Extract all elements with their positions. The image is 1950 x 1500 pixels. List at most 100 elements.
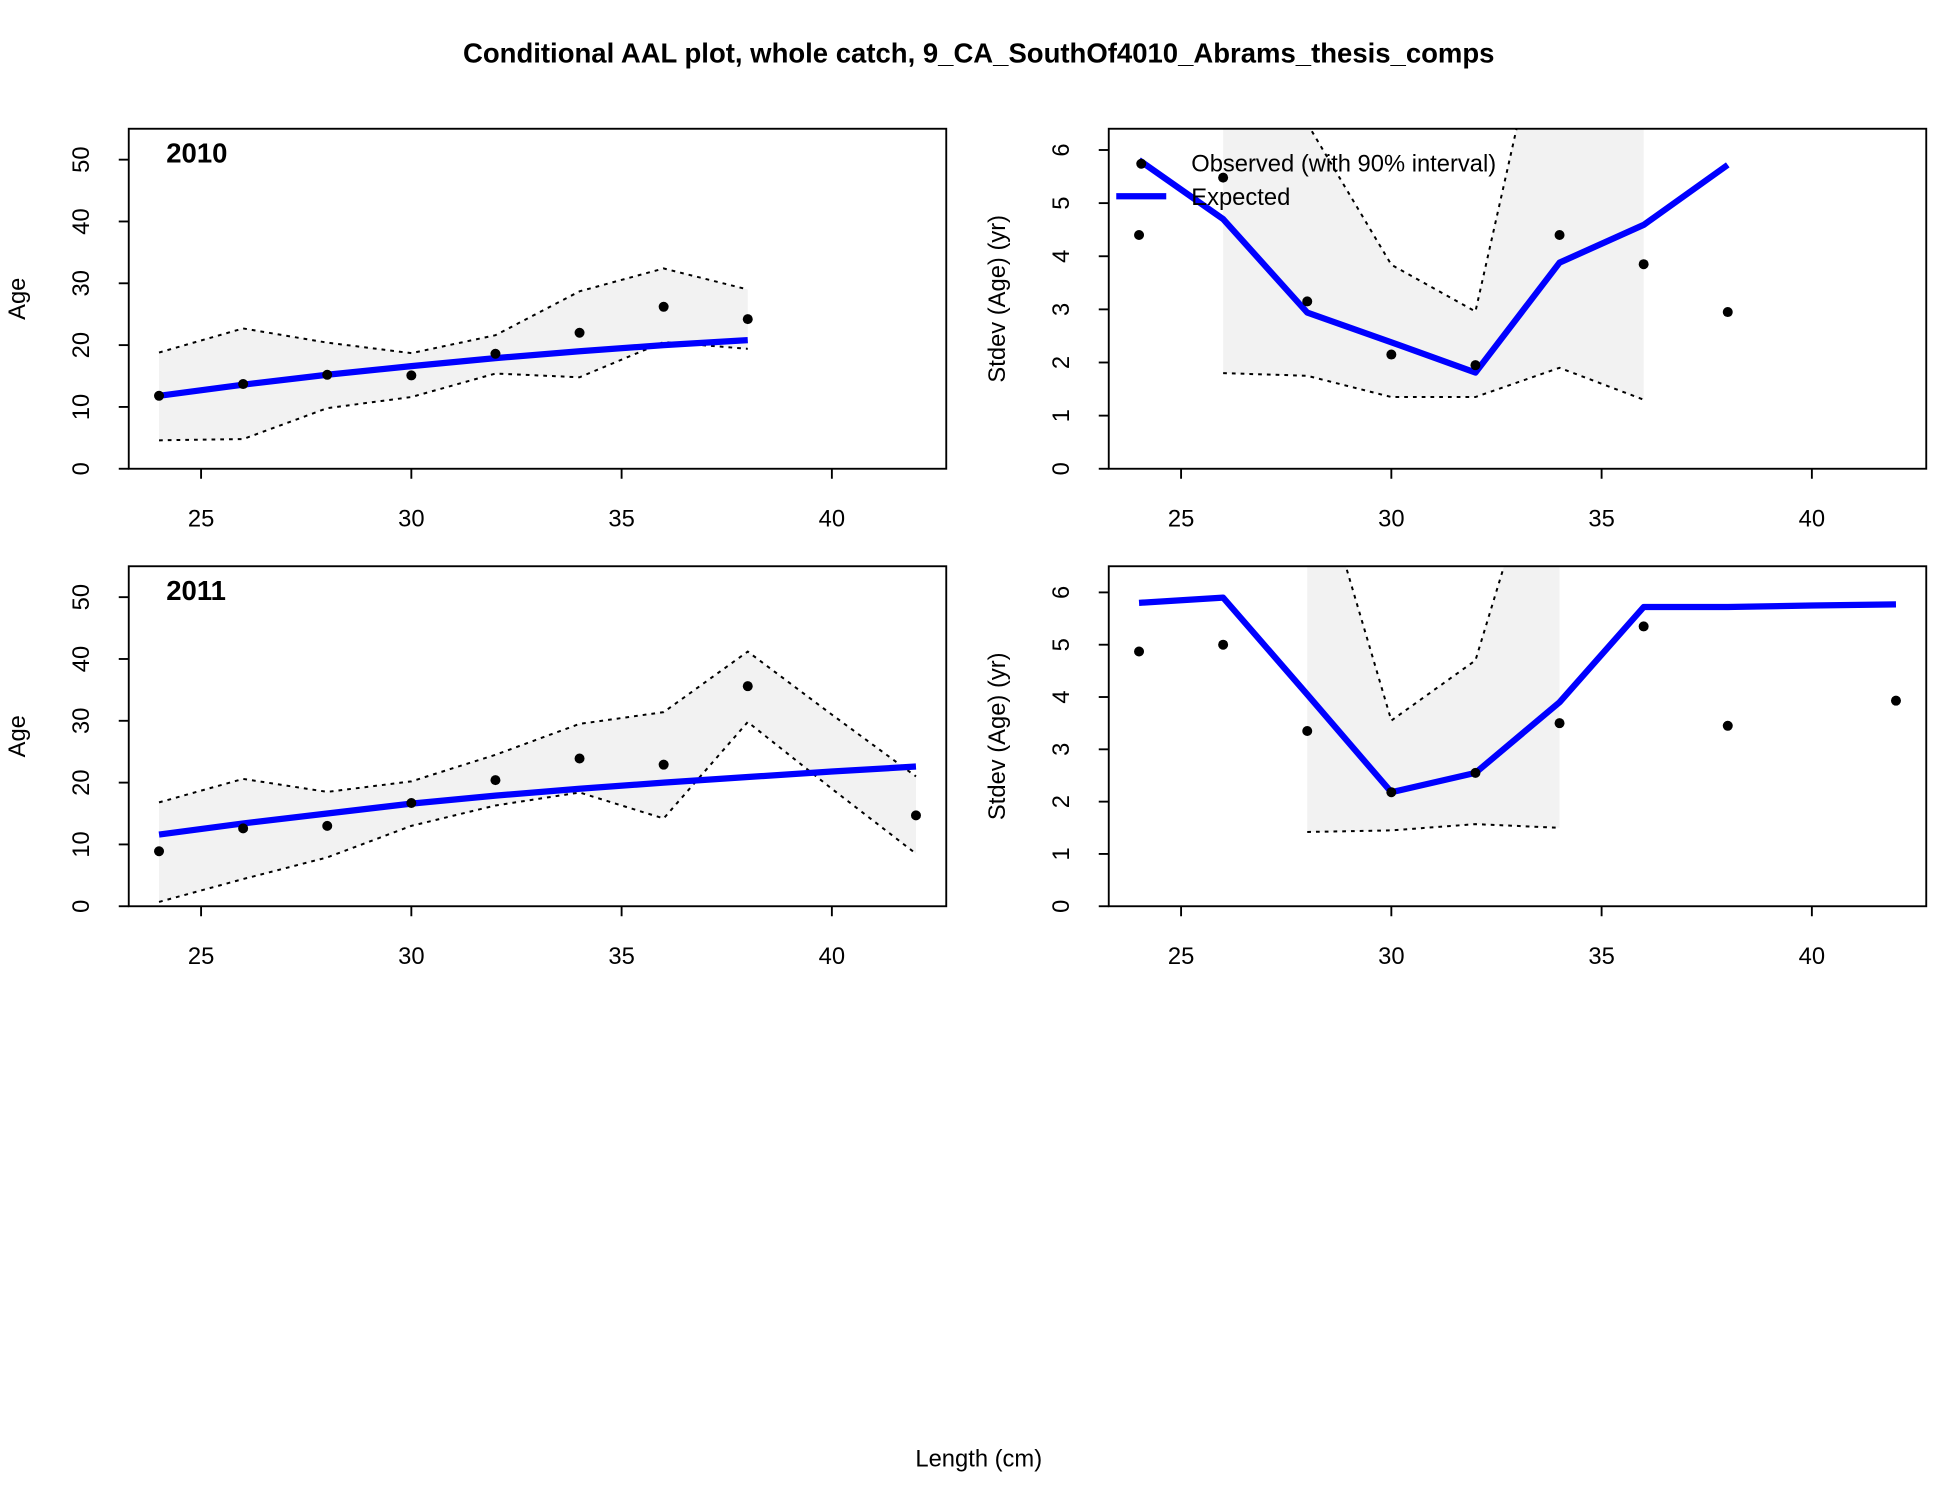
observed-point (1218, 639, 1229, 650)
y-axis-label: Stdev (Age) (yr) (984, 652, 1011, 820)
panel: 25 30 35 40 0 1 2 3 4 5 6 Stdev (Age) (yr) (984, 565, 1928, 970)
x-tick-label: 40 (1799, 505, 1825, 532)
expected-line (1138, 594, 1897, 796)
interval-upper (158, 650, 917, 804)
interval-band (1307, 566, 1560, 832)
x-axis-label: Length (cm) (915, 1445, 1042, 1472)
x-tick-label: 40 (819, 505, 845, 532)
observed-point (742, 314, 753, 325)
observed-point (574, 327, 585, 338)
observed-point (322, 820, 333, 831)
observed-point (1218, 172, 1229, 183)
expected-line (158, 337, 748, 399)
expected-line (1137, 157, 1730, 376)
legend-label: Expected (1191, 184, 1290, 211)
y-tick-label: 3 (1048, 743, 1075, 756)
x-tick-label: 30 (398, 505, 424, 532)
x-tick-label: 25 (188, 505, 214, 532)
interval-band (159, 268, 748, 441)
observed-point (238, 823, 249, 834)
y-tick-label: 1 (1048, 847, 1075, 860)
interval-lower (1307, 823, 1560, 833)
x-tick-label: 40 (819, 943, 845, 970)
observed-point (574, 753, 585, 764)
x-tick-label: 25 (188, 943, 214, 970)
x-tick-label: 25 (1168, 943, 1194, 970)
y-tick-label: 6 (1048, 586, 1075, 599)
observed-point (658, 759, 669, 770)
expected-line (158, 763, 917, 838)
observed-point (322, 369, 333, 380)
plot-area (154, 650, 921, 903)
observed-point (154, 846, 165, 857)
legend-label: Observed (with 90% interval) (1191, 150, 1496, 177)
observed-point (406, 798, 417, 809)
panel: 25 30 35 40 0 10 20 30 40 50 Age 2010 (4, 127, 948, 532)
observed-point (1890, 695, 1901, 706)
observed-point (490, 775, 501, 786)
plot-frame (1107, 127, 1928, 470)
x-tick-label: 30 (1378, 943, 1404, 970)
observed-point (1722, 307, 1733, 318)
plot-frame (1107, 565, 1928, 908)
y-tick-label: 30 (68, 270, 95, 296)
y-tick-label: 0 (68, 462, 95, 475)
plot-frame (127, 565, 948, 908)
y-tick-label: 4 (1048, 250, 1075, 263)
interval-lower (159, 341, 748, 442)
observed-point (1470, 767, 1481, 778)
legend-symbol (1136, 158, 1147, 169)
observed-point (1134, 646, 1145, 657)
observed-point (1386, 349, 1397, 360)
panel: 25 30 35 40 0 1 2 3 4 5 6 Stdev (Age) (yr) Observed … (984, 127, 1928, 532)
x-tick-label: 35 (608, 943, 634, 970)
plot-area (154, 267, 753, 442)
interval-lower (1223, 366, 1645, 401)
observed-point (1470, 360, 1481, 371)
x-tick-label: 40 (1799, 943, 1825, 970)
y-tick-label: 0 (68, 900, 95, 913)
plot-frame (127, 127, 948, 470)
x-tick-label: 35 (1588, 943, 1614, 970)
observed-point (1638, 621, 1649, 632)
x-tick-label: 30 (1378, 505, 1404, 532)
observed-point (1554, 230, 1565, 240)
y-axis-label: Stdev (Age) (yr) (984, 215, 1011, 383)
observed-point (658, 301, 669, 312)
y-tick-label: 6 (1048, 143, 1075, 156)
y-tick-label: 0 (1048, 462, 1075, 475)
y-tick-label: 4 (1048, 690, 1075, 703)
y-tick-label: 20 (68, 332, 95, 358)
interval-band (159, 651, 916, 902)
observed-point (1722, 720, 1733, 731)
y-tick-label: 50 (68, 146, 95, 172)
y-axis-label: Age (4, 278, 31, 320)
plot-area (1134, 128, 1733, 401)
observed-point (1386, 787, 1397, 798)
plot-area (1134, 566, 1901, 833)
y-tick-label: 5 (1048, 638, 1075, 651)
observed-point (406, 370, 417, 381)
observed-point (1554, 718, 1565, 729)
y-tick-label: 2 (1048, 795, 1075, 808)
y-tick-label: 50 (68, 584, 95, 610)
observed-point (238, 379, 249, 390)
observed-point (1134, 230, 1145, 240)
observed-point (490, 348, 501, 359)
y-tick-label: 5 (1048, 197, 1075, 210)
y-tick-label: 40 (68, 646, 95, 672)
observed-point (742, 681, 753, 692)
y-tick-label: 10 (68, 394, 95, 420)
x-tick-label: 35 (1588, 505, 1614, 532)
observed-point (154, 390, 165, 401)
y-tick-label: 3 (1048, 303, 1075, 316)
x-tick-label: 25 (1168, 505, 1194, 532)
panel: 25 30 35 40 0 10 20 30 40 50 Age 2011 (4, 565, 948, 970)
y-tick-label: 1 (1048, 409, 1075, 422)
observed-point (1302, 726, 1313, 737)
y-tick-label: 20 (68, 769, 95, 795)
panel-label: 2011 (166, 575, 226, 606)
observed-point (910, 810, 921, 821)
y-tick-label: 10 (68, 831, 95, 857)
